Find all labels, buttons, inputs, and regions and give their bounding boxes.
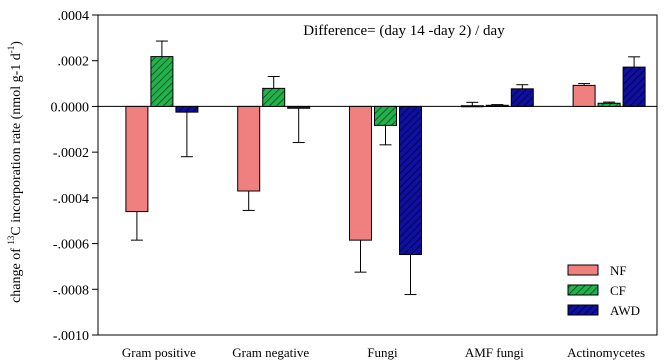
bar-cf bbox=[150, 56, 174, 107]
y-axis-label-mid: C incorporation rate (nmol g-1 d bbox=[9, 53, 24, 235]
y-axis-label-prefix: change of bbox=[9, 245, 24, 303]
legend-swatch-awd bbox=[567, 304, 599, 316]
bar-nf bbox=[125, 105, 149, 213]
plot-area: -.0010 -.0008 -.0006 -.0004 -.0002 0.0000 .000… bbox=[51, 9, 658, 360]
legend-label-awd: AWD bbox=[610, 303, 640, 318]
y-tick-label: -.0006 bbox=[53, 238, 89, 253]
bar-cf bbox=[597, 102, 621, 107]
bar-awd bbox=[622, 66, 646, 107]
y-tick-label: -.0004 bbox=[53, 192, 89, 207]
y-axis-label-suffix: ) bbox=[9, 41, 24, 46]
chart-annotation: Difference= (day 14 -day 2) / day bbox=[303, 23, 505, 39]
legend-label-nf: NF bbox=[610, 263, 627, 278]
x-category-label: AMF fungi bbox=[465, 345, 524, 360]
bar-nf bbox=[460, 105, 484, 108]
bar-awd bbox=[287, 105, 311, 109]
y-tick-label: .0004 bbox=[58, 9, 90, 24]
y-tick-label: -.0008 bbox=[53, 283, 89, 298]
y-axis-label: change of 13C incorporation rate (nmol g… bbox=[6, 41, 24, 303]
bar-cf bbox=[262, 87, 286, 107]
x-category-label: Fungi bbox=[367, 345, 398, 360]
y-tick-label: -.0002 bbox=[53, 146, 89, 161]
bar-cf bbox=[374, 105, 397, 126]
legend-swatch-nf bbox=[567, 264, 599, 276]
plot-frame bbox=[97, 14, 658, 336]
x-category-label: Gram negative bbox=[232, 345, 309, 360]
x-category-label: Gram positive bbox=[122, 345, 196, 360]
bar-awd bbox=[510, 88, 534, 107]
y-tick-label: -.0010 bbox=[53, 329, 89, 344]
x-category-label: Actinomycetes bbox=[567, 345, 645, 360]
y-axis-label-sup: 13 bbox=[6, 235, 16, 245]
bar-awd bbox=[175, 105, 199, 113]
legend-label-cf: CF bbox=[610, 283, 626, 298]
y-axis-label-sup2: -1 bbox=[6, 46, 16, 54]
bar-cf bbox=[485, 104, 509, 107]
y-tick-label: .0002 bbox=[58, 55, 90, 70]
bar-awd bbox=[399, 105, 422, 256]
legend-swatch-cf bbox=[567, 284, 599, 296]
y-tick-label: 0.0000 bbox=[51, 100, 90, 115]
bar-nf bbox=[572, 84, 596, 107]
bar-nf bbox=[237, 105, 261, 192]
bar-nf bbox=[349, 105, 372, 241]
